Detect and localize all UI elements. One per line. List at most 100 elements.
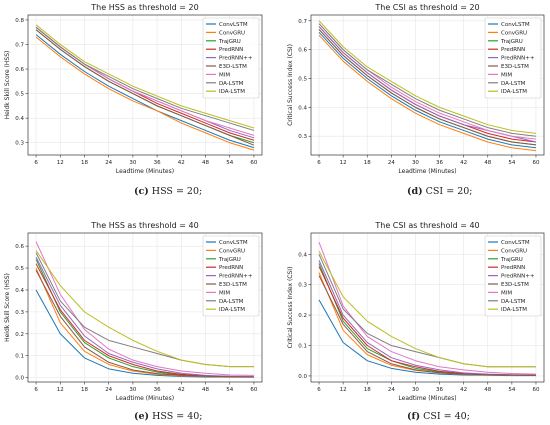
y-tick-label: 0.7	[15, 42, 24, 48]
legend-entry: MIM	[501, 72, 512, 78]
y-tick-label: 0.3	[298, 134, 307, 140]
series-line-ida-lstm	[318, 20, 537, 134]
caption-letter: (c)	[134, 186, 149, 197]
x-tick-label: 18	[81, 387, 88, 393]
y-tick-label: 0.2	[298, 313, 307, 319]
series-line-e3d-lstm	[35, 29, 255, 146]
x-tick-label: 60	[532, 160, 539, 166]
x-axis-label: Leadtime (Minutes)	[116, 168, 174, 175]
x-tick-label: 36	[154, 160, 161, 166]
x-tick-label: 48	[484, 160, 491, 166]
y-tick-label: 0.6	[15, 67, 24, 73]
chart-title: The CSI as threshold = 40	[374, 221, 479, 230]
legend-entry: ConvGRU	[501, 30, 527, 36]
plot-frame	[27, 14, 263, 156]
caption-letter: (f)	[407, 411, 420, 422]
legend-entry: IDA-LSTM	[501, 89, 527, 95]
legend-box	[202, 17, 260, 99]
chart-panel-3: 6 12 18 24 30 36 42 48 54 60 0.0 0.1 0.2 0.3 0.4 0.5 0.6…	[4, 221, 263, 402]
x-tick-label: 48	[202, 387, 209, 393]
legend-entry: ConvLSTM	[501, 240, 530, 246]
y-tick-label: 0.0	[15, 376, 24, 382]
series-line-da-lstm	[35, 26, 255, 131]
legend-entry: PredRNN	[219, 265, 243, 271]
x-tick-label: 48	[484, 387, 491, 393]
x-tick-label: 12	[340, 160, 347, 166]
legend-box	[484, 17, 542, 99]
plot-frame	[310, 14, 545, 156]
x-tick-label: 42	[178, 160, 185, 166]
legend-entry: E3D-LSTM	[219, 64, 247, 70]
x-tick-label: 54	[226, 387, 233, 393]
x-axis-label: Leadtime (Minutes)	[116, 395, 174, 402]
chart-title: The HSS as threshold = 40	[90, 221, 198, 230]
series-line-da-lstm	[318, 23, 537, 137]
x-tick-label: 6	[317, 160, 321, 166]
x-tick-label: 60	[250, 160, 257, 166]
y-tick-label: 0.5	[298, 77, 307, 83]
x-tick-label: 36	[436, 160, 443, 166]
y-axis-label: Critical Success Index (CSI)	[287, 267, 294, 349]
y-tick-label: 0.0	[298, 374, 307, 380]
legend-entry: E3D-LSTM	[219, 282, 247, 288]
chart-title: The HSS as threshold = 20	[90, 3, 198, 12]
legend-entry: MIM	[501, 290, 512, 296]
series-line-ida-lstm	[35, 250, 254, 368]
x-tick-label: 30	[412, 387, 419, 393]
y-tick-label: 0.3	[15, 141, 24, 147]
series-line-e3d-lstm	[318, 275, 536, 376]
legend-box	[202, 235, 260, 317]
caption-text: CSI = 20;	[423, 186, 473, 197]
x-tick-label: 54	[226, 160, 233, 166]
y-tick-label: 0.4	[298, 105, 307, 111]
y-tick-label: 0.7	[298, 19, 307, 25]
legend-entry: ConvLSTM	[219, 240, 248, 246]
x-tick-label: 24	[105, 387, 112, 393]
legend-entry: ConvLSTM	[219, 22, 248, 28]
series-line-convlstm	[35, 34, 255, 149]
series-line-predrnnpp	[35, 256, 254, 378]
caption-text: HSS = 40;	[149, 411, 202, 422]
figure-caption: (c) HSS = 20;	[134, 186, 202, 197]
y-tick-label: 0.8	[15, 18, 24, 24]
legend-entry: IDA-LSTM	[501, 307, 527, 313]
y-axis-label: Critical Success Index (CSI)	[287, 44, 294, 126]
figure-caption: (d) CSI = 20;	[407, 186, 472, 197]
x-tick-label: 54	[508, 387, 515, 393]
y-tick-label: 0.6	[298, 48, 307, 54]
legend-entry: DA-LSTM	[501, 81, 526, 87]
caption-letter: (d)	[407, 186, 423, 197]
y-tick-label: 0.6	[15, 244, 24, 250]
legend-box	[484, 235, 542, 317]
legend-entry: PredRNN	[501, 47, 525, 53]
legend-entry: DA-LSTM	[219, 81, 244, 87]
legend-entry: PredRNN++	[501, 274, 535, 280]
x-tick-label: 60	[250, 387, 257, 393]
legend: ConvLSTM ConvGRU TrajGRU PredRNN PredRNN++ E3…	[484, 17, 542, 99]
y-tick-label: 0.2	[15, 332, 24, 338]
x-axis-label: Leadtime (Minutes)	[398, 395, 456, 402]
x-tick-label: 30	[129, 387, 136, 393]
series-line-ida-lstm	[318, 251, 536, 368]
x-tick-label: 42	[460, 160, 467, 166]
x-tick-label: 6	[317, 387, 321, 393]
series-line-e3d-lstm	[318, 29, 537, 146]
legend: ConvLSTM ConvGRU TrajGRU PredRNN PredRNN++ E3…	[202, 235, 260, 317]
x-tick-label: 6	[34, 160, 38, 166]
legend-entry: MIM	[219, 72, 230, 78]
legend-entry: TrajGRU	[500, 39, 523, 45]
chart-panel-4: 6 12 18 24 30 36 42 48 54 60 0.0 0.1 0.2 0.3 0.4 The CS…	[287, 221, 545, 402]
x-tick-label: 6	[34, 387, 38, 393]
chart-panel-1: 6 12 18 24 30 36 42 48 54 60 0.3 0.4 0.5 0.6 0.7 0.8 The…	[4, 3, 263, 175]
legend-entry: TrajGRU	[500, 257, 523, 263]
legend-entry: IDA-LSTM	[219, 307, 245, 313]
legend-entry: TrajGRU	[218, 39, 241, 45]
x-tick-label: 18	[81, 160, 88, 166]
legend-entry: ConvLSTM	[501, 22, 530, 28]
x-tick-label: 60	[532, 387, 539, 393]
legend-entry: PredRNN++	[219, 274, 253, 280]
series-line-convgru	[318, 34, 537, 152]
y-tick-label: 0.5	[15, 92, 24, 98]
legend-entry: DA-LSTM	[501, 299, 526, 305]
